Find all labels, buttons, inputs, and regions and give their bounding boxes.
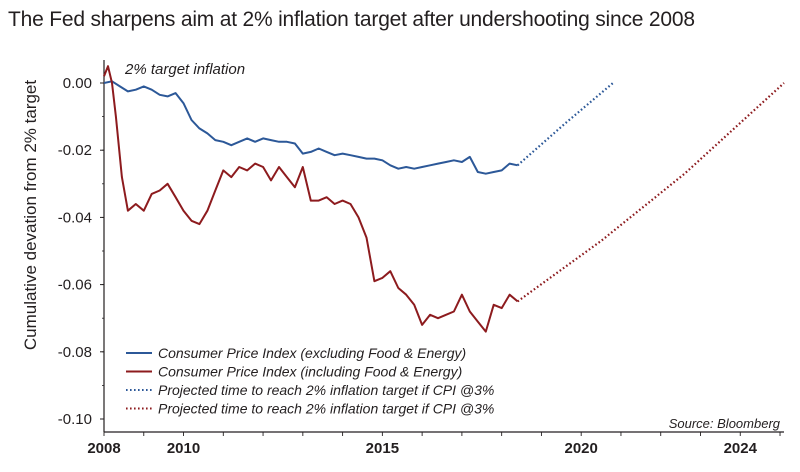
x-tick-label: 2024 xyxy=(724,440,758,457)
legend-label-2: Projected time to reach 2% inflation tar… xyxy=(158,382,494,398)
series-layer xyxy=(103,65,785,333)
projection-line-3 xyxy=(516,82,785,303)
source-note: Source: Bloomberg xyxy=(669,416,781,431)
x-tick-label: 2008 xyxy=(87,440,120,457)
chart-title: The Fed sharpens aim at 2% inflation tar… xyxy=(8,8,695,31)
series-line-0 xyxy=(103,80,518,175)
y-tick-label: -0.04 xyxy=(58,209,92,226)
x-tick-label: 2015 xyxy=(366,440,399,457)
y-tick-label: -0.10 xyxy=(58,411,92,428)
projection-line-2 xyxy=(516,82,614,167)
chart-axes: 0.00 -0.02 -0.04 -0.06 -0.08 -0.10 2008 2010 201… xyxy=(58,60,784,457)
y-tick-label: -0.08 xyxy=(58,344,92,361)
y-tick-label: -0.02 xyxy=(58,142,92,159)
target-annotation: 2% target inflation xyxy=(124,61,245,78)
legend-label-3: Projected time to reach 2% inflation tar… xyxy=(158,401,494,417)
y-axis-label: Cumulative devation from 2% target xyxy=(21,80,40,351)
y-tick-label: -0.06 xyxy=(58,277,92,294)
y-tick-label: 0.00 xyxy=(63,75,92,92)
legend-label-0: Consumer Price Index (excluding Food & E… xyxy=(158,345,466,361)
x-tick-label: 2020 xyxy=(565,440,598,457)
legend: Consumer Price Index (excluding Food & E… xyxy=(126,345,494,417)
series-line-1 xyxy=(103,65,519,333)
legend-label-1: Consumer Price Index (including Food & E… xyxy=(158,364,462,380)
x-tick-label: 2010 xyxy=(167,440,200,457)
